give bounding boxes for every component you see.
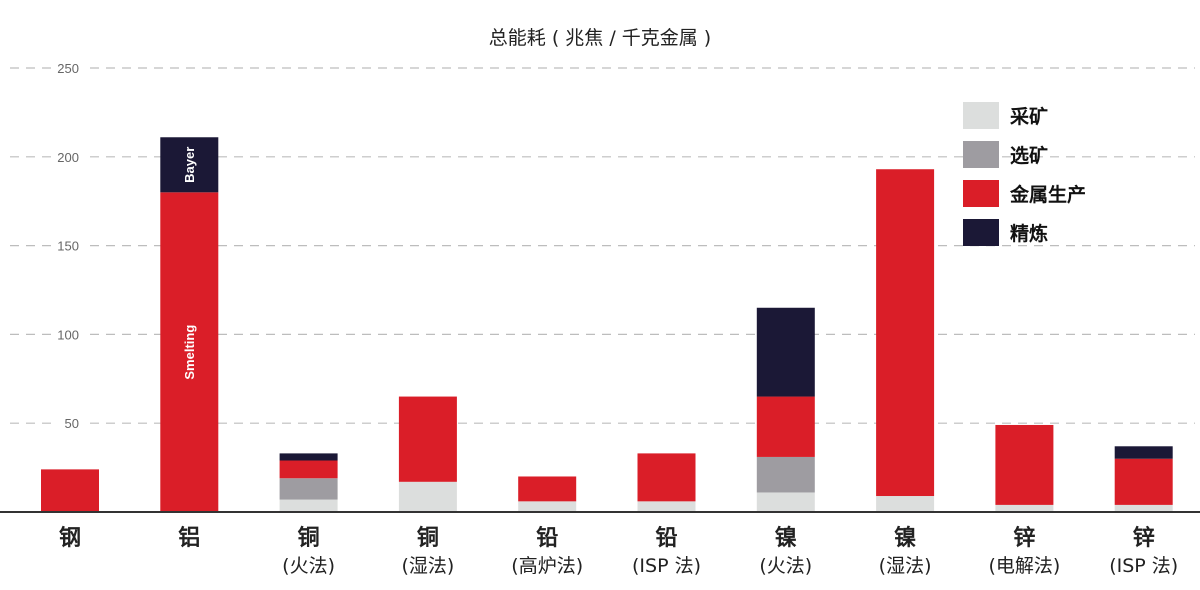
bar-segment	[398, 396, 457, 482]
bar-segment	[756, 307, 815, 397]
x-category-sublabel: (火法)	[759, 555, 812, 577]
x-category-label: 镍	[775, 526, 797, 551]
bar-segment	[518, 476, 577, 502]
x-category-label: 钢	[59, 525, 81, 551]
x-category-label: 铜	[417, 525, 439, 551]
bar-segment	[279, 499, 338, 512]
x-category-sublabel: (ISP 法)	[632, 555, 701, 577]
x-category-sublabel: (湿法)	[401, 555, 454, 577]
x-category-label: 铅	[536, 525, 558, 551]
y-axis-ticks: 50 100 150 200 250	[52, 59, 84, 433]
x-category-label: 锌	[1133, 526, 1155, 551]
bar-segment	[756, 456, 815, 493]
x-category-sublabel: (ISP 法)	[1109, 555, 1178, 577]
bar-segment	[876, 169, 935, 497]
x-category-label: 锌	[1013, 526, 1035, 551]
bar-segment	[756, 492, 815, 512]
bar-segment	[41, 469, 99, 512]
x-category-label: 铜	[298, 525, 320, 551]
chart-title: 总能耗 ( 兆焦 / 千克金属 )	[489, 27, 711, 49]
y-tick-label: 100	[57, 327, 79, 342]
bar-segment	[1114, 504, 1173, 512]
y-tick-label: 150	[57, 239, 79, 254]
bar-segment	[995, 424, 1054, 505]
x-category-sublabel: (火法)	[282, 555, 335, 577]
x-category-label: 铝	[178, 525, 200, 551]
x-category-label: 铅	[655, 525, 677, 551]
bar-segment	[1114, 446, 1173, 459]
tick-label-bg	[52, 325, 84, 344]
legend-swatch	[963, 102, 999, 129]
legend-label: 采矿	[1010, 105, 1048, 128]
tick-label-bg	[52, 414, 84, 433]
bar-segment	[279, 453, 338, 461]
tick-label-bg	[52, 147, 84, 166]
x-category-sublabel: (高炉法)	[511, 555, 583, 577]
bar-segment	[876, 496, 935, 512]
bar-segment	[160, 192, 219, 512]
x-category-sublabel: (湿法)	[879, 555, 932, 577]
legend-swatch	[963, 141, 999, 168]
x-axis-categories: 钢 铝 铜 (火法) 铜 (湿法) 铅 (高炉法) 铅 (ISP 法) 镍 (火法) 镍 (湿法) 锌 (电解…	[59, 525, 1178, 577]
x-category-sublabel: (电解法)	[988, 555, 1060, 577]
segment-label: Bayer	[182, 147, 197, 183]
legend-swatch	[963, 180, 999, 207]
bar-segment	[518, 501, 577, 512]
y-tick-label: 50	[65, 416, 79, 431]
bar-segment	[995, 504, 1054, 512]
bar-segment	[279, 460, 338, 479]
legend-label: 精炼	[1010, 222, 1048, 245]
bar-segment	[1114, 458, 1173, 505]
segment-label: Smelting	[182, 325, 197, 380]
bar-segment	[279, 478, 338, 500]
bars	[41, 137, 1173, 512]
y-tick-label: 250	[57, 61, 79, 76]
legend-swatch	[963, 219, 999, 246]
tick-label-bg	[52, 59, 84, 77]
segment-labels: Bayer Smelting	[182, 147, 197, 380]
bar-segment	[398, 481, 457, 512]
tick-label-bg	[52, 236, 84, 255]
bar-segment	[160, 137, 219, 193]
legend-label: 选矿	[1010, 144, 1048, 167]
legend-label: 金属生产	[1009, 183, 1086, 206]
bar-segment	[637, 453, 696, 502]
bar-segment	[756, 396, 815, 457]
x-category-label: 镍	[894, 526, 916, 551]
y-tick-label: 200	[57, 150, 79, 165]
bar-segment	[637, 501, 696, 512]
